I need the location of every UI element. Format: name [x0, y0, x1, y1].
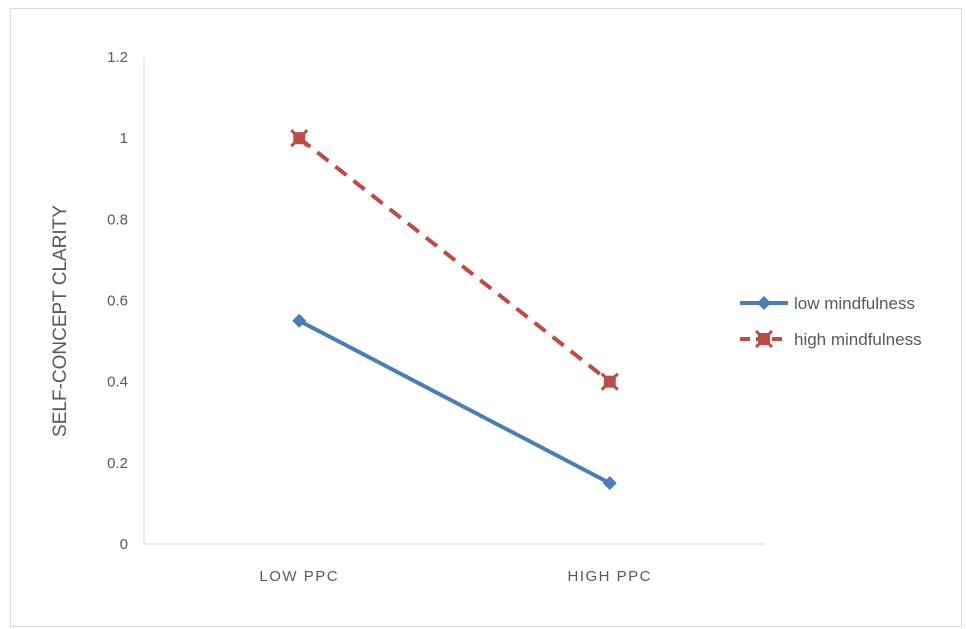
y-tick-labels: 0 0.2 0.4 0.6 0.8 1 1.2 — [107, 49, 128, 553]
legend: low mindfulness high mindfulness — [740, 294, 922, 349]
data-point-marker — [600, 372, 619, 391]
y-tick-label: 0.2 — [107, 455, 128, 472]
y-axis-title: SELF-CONCEPT CLARITY — [50, 205, 71, 437]
y-tick-label: 0 — [120, 536, 128, 553]
series-line-2 — [298, 136, 611, 384]
x-category-labels: LOW PPC HIGH PPC — [259, 568, 652, 585]
data-point-marker — [292, 313, 307, 328]
series-line-1 — [298, 319, 611, 485]
x-category-label: HIGH PPC — [567, 568, 652, 585]
data-point-marker — [602, 476, 617, 491]
y-tick-label: 1.2 — [107, 49, 128, 66]
legend-label: low mindfulness — [794, 294, 915, 313]
legend-label: high mindfulness — [794, 330, 922, 349]
y-tick-label: 0.6 — [107, 293, 128, 310]
legend-swatch-marker — [757, 296, 771, 310]
y-tick-label: 1 — [120, 130, 128, 147]
chart-frame — [10, 8, 962, 627]
y-tick-label: 0.4 — [107, 374, 128, 391]
legend-swatch-marker — [754, 329, 774, 349]
x-category-label: LOW PPC — [259, 568, 339, 585]
series-layer — [290, 129, 619, 491]
y-tick-label: 0.8 — [107, 211, 128, 228]
data-point-marker — [290, 129, 309, 148]
